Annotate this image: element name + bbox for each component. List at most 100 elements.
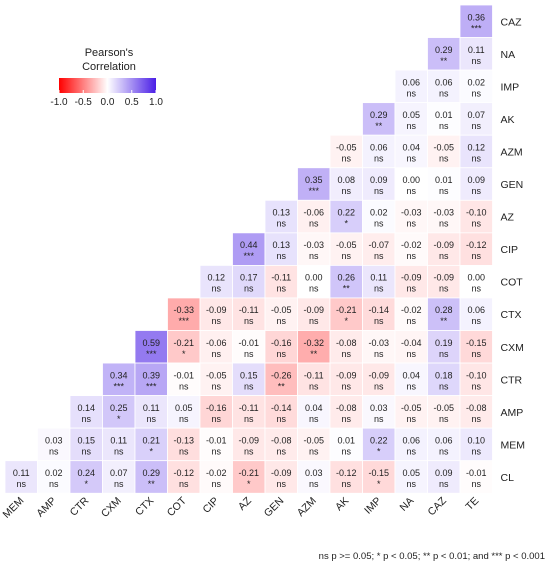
cell-significance-label: *** — [243, 251, 254, 261]
cell-fill — [427, 199, 461, 234]
cell-value-label: -0.03 — [401, 208, 422, 218]
cell-significance-label: ns — [341, 446, 351, 456]
cell-value-label: -0.02 — [206, 468, 227, 478]
cell-significance-label: ns — [244, 284, 254, 294]
cell-significance-label: ns — [81, 446, 91, 456]
cell-value-label: 0.02 — [45, 468, 63, 478]
cell-significance-label: ns — [471, 316, 481, 326]
cell-fill — [459, 395, 493, 429]
cell-significance-label: ns — [309, 316, 319, 326]
legend-colorbar — [59, 78, 156, 93]
cell-significance-label: ns — [276, 251, 286, 261]
cell-significance-label: ns — [471, 56, 481, 66]
legend-tick-label: 0.5 — [125, 97, 139, 108]
cell-value-label: 0.29 — [435, 45, 453, 55]
cell-value-label: 0.03 — [370, 403, 388, 413]
heatmap-cell: -0.15* — [362, 460, 396, 494]
cell-significance-label: ns — [276, 316, 286, 326]
cell-significance-label: ns — [406, 316, 416, 326]
cell-significance-label: ns — [341, 251, 351, 261]
cell-significance-label: ns — [16, 479, 26, 489]
cell-significance-label: * — [377, 479, 381, 489]
cell-fill — [102, 427, 136, 462]
column-label: GEN — [262, 495, 287, 520]
cell-fill — [264, 395, 298, 429]
cell-value-label: -0.01 — [206, 435, 227, 445]
cell-significance-label: ns — [146, 414, 156, 424]
column-label: CXM — [99, 495, 124, 520]
cell-value-label: 0.06 — [435, 77, 453, 87]
cell-significance-label: ns — [439, 349, 449, 359]
cell-significance-label: ns — [244, 381, 254, 391]
cell-value-label: 0.07 — [110, 468, 128, 478]
cell-value-label: -0.12 — [173, 468, 194, 478]
cell-value-label: -0.09 — [433, 273, 454, 283]
cell-significance-label: ns — [81, 414, 91, 424]
cell-value-label: 0.11 — [468, 45, 485, 55]
cell-value-label: 0.09 — [435, 468, 453, 478]
legend-title-line2: Correlation — [82, 61, 136, 73]
column-label: CTX — [133, 495, 156, 518]
cell-value-label: 0.05 — [402, 468, 420, 478]
cell-value-label: 0.09 — [467, 175, 485, 185]
cell-value-label: 0.59 — [142, 338, 160, 348]
cell-significance-label: ns — [439, 284, 449, 294]
cell-value-label: -0.03 — [433, 208, 454, 218]
cell-fill — [329, 460, 363, 494]
cell-significance-label: ns — [179, 446, 189, 456]
column-label: AZM — [295, 495, 319, 519]
legend-tick-label: 1.0 — [149, 97, 163, 108]
cell-value-label: 0.03 — [45, 435, 63, 445]
cell-value-label: -0.14 — [368, 305, 389, 315]
cell-fill — [69, 460, 103, 494]
cell-significance-label: ns — [406, 414, 416, 424]
cell-fill — [232, 460, 266, 494]
cell-significance-label: ns — [471, 479, 481, 489]
column-label: NA — [398, 495, 417, 514]
cell-significance-label: ns — [471, 349, 481, 359]
cell-fill — [297, 297, 331, 331]
cell-fill — [264, 297, 298, 331]
heatmap-cell: 0.36*** — [459, 4, 493, 38]
cell-significance-label: ns — [406, 219, 416, 229]
cell-value-label: -0.05 — [433, 403, 454, 413]
column-label: CAZ — [426, 494, 450, 518]
cell-significance-label: ns — [341, 153, 351, 163]
cell-fill — [199, 395, 233, 429]
row-label: AZM — [501, 146, 523, 158]
cell-significance-label: ns — [439, 88, 449, 98]
cell-significance-label: ** — [375, 121, 383, 131]
cell-value-label: 0.06 — [402, 77, 420, 87]
cell-value-label: 0.39 — [142, 370, 160, 380]
cell-value-label: 0.02 — [370, 208, 388, 218]
cell-fill — [394, 69, 428, 104]
cell-value-label: -0.12 — [466, 240, 487, 250]
cell-significance-label: ns — [341, 349, 351, 359]
cell-fill — [362, 167, 396, 201]
heatmap-cells: 0.36***0.29**0.11ns0.06ns0.06ns0.02ns0.2… — [4, 4, 493, 494]
